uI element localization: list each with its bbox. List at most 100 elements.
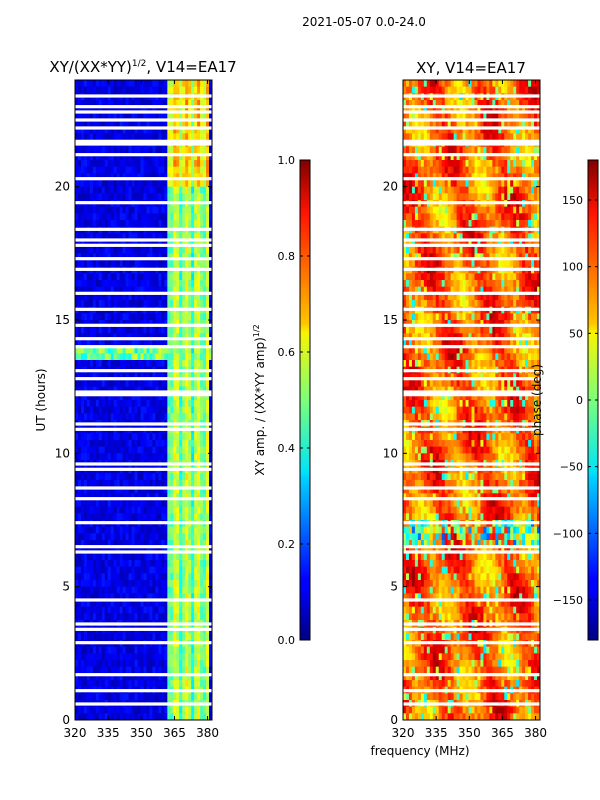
heatmap-cell [203, 180, 207, 188]
heatmap-cell [131, 126, 135, 134]
heatmap-cell [125, 593, 130, 601]
heatmap-cell [116, 526, 121, 534]
heatmap-cell [110, 413, 115, 421]
heatmap-cell [98, 313, 103, 321]
heatmap-cell [128, 433, 132, 441]
heatmap-cell [116, 240, 121, 248]
heatmap-cell [95, 593, 100, 601]
heatmap-cell [158, 386, 162, 394]
heatmap-cell [191, 120, 195, 128]
heatmap-cell [137, 453, 141, 461]
heatmap-cell [104, 446, 109, 454]
heatmap-cell [149, 600, 153, 608]
heatmap-cell [197, 206, 201, 214]
heatmap-cell [182, 693, 186, 701]
heatmap-cell [167, 246, 171, 254]
heatmap-cell [92, 100, 97, 108]
heatmap-cell [89, 160, 94, 168]
heatmap-cell [128, 380, 132, 388]
heatmap-cell [149, 246, 153, 254]
heatmap-cell [131, 646, 135, 654]
heatmap-cell [164, 613, 168, 621]
heatmap-cell [155, 340, 159, 348]
heatmap-cell [164, 253, 168, 261]
heatmap-cell [191, 106, 195, 114]
heatmap-cell [191, 333, 195, 341]
heatmap-cell [92, 173, 97, 181]
heatmap-cell [146, 220, 150, 228]
heatmap-cell [504, 106, 508, 114]
heatmap-cell [164, 373, 168, 381]
heatmap-cell [158, 146, 162, 154]
heatmap-cell [131, 346, 135, 354]
heatmap-cell [146, 593, 150, 601]
heatmap-cell [191, 573, 195, 581]
heatmap-cell [119, 673, 124, 681]
heatmap-cell [170, 153, 174, 161]
heatmap-cell [143, 253, 147, 261]
heatmap-cell [534, 126, 538, 134]
heatmap-cell [80, 120, 85, 128]
heatmap-cell [209, 213, 213, 221]
heatmap-cell [143, 446, 147, 454]
heatmap-cell [80, 380, 85, 388]
heatmap-cell [92, 566, 97, 574]
heatmap-cell [206, 553, 210, 561]
heatmap-cell [83, 313, 88, 321]
heatmap-cell [131, 693, 135, 701]
heatmap-cell [179, 326, 183, 334]
heatmap-cell [435, 106, 440, 114]
heatmap-cell [107, 113, 112, 121]
heatmap-cell [185, 213, 189, 221]
heatmap-cell [134, 600, 138, 608]
heatmap-cell [161, 473, 165, 481]
heatmap-cell [188, 493, 192, 501]
heatmap-cell [113, 480, 118, 488]
heatmap-cell [179, 606, 183, 614]
heatmap-cell [158, 633, 162, 641]
heatmap-cell [119, 433, 124, 441]
heatmap-cell [140, 86, 144, 94]
heatmap-cell [414, 126, 419, 134]
heatmap-cell [86, 386, 91, 394]
heatmap-cell [140, 586, 144, 594]
heatmap-cell [146, 393, 150, 401]
heatmap-cell [200, 386, 204, 394]
heatmap-cell [209, 473, 213, 481]
heatmap-cell [101, 193, 106, 201]
heatmap-cell [86, 133, 91, 141]
heatmap-cell [86, 113, 91, 121]
heatmap-cell [92, 246, 97, 254]
heatmap-cell [486, 133, 490, 141]
heatmap-cell [122, 353, 127, 361]
heatmap-cell [86, 586, 91, 594]
heatmap-cell [77, 240, 82, 248]
heatmap-cell [122, 126, 127, 134]
heatmap-cell [101, 493, 106, 501]
heatmap-cell [125, 400, 130, 408]
heatmap-cell [122, 293, 127, 301]
heatmap-cell [107, 80, 112, 88]
heatmap-cell [164, 246, 168, 254]
heatmap-cell [161, 146, 165, 154]
heatmap-cell [107, 286, 112, 294]
heatmap-cell [152, 593, 156, 601]
heatmap-cell [110, 526, 115, 534]
heatmap-cell [80, 146, 85, 154]
heatmap-cell [179, 106, 183, 114]
heatmap-cell [110, 540, 115, 548]
heatmap-cell [77, 300, 82, 308]
heatmap-cell [80, 386, 85, 394]
heatmap-cell [101, 533, 106, 541]
heatmap-cell [501, 80, 505, 88]
data-gap-row [75, 390, 212, 394]
heatmap-cell [203, 666, 207, 674]
heatmap-cell [80, 153, 85, 161]
heatmap-cell [209, 340, 213, 348]
heatmap-cell [104, 106, 109, 114]
heatmap-cell [113, 186, 118, 194]
heatmap-cell [86, 673, 91, 681]
heatmap-cell [155, 153, 159, 161]
heatmap-cell [98, 593, 103, 601]
